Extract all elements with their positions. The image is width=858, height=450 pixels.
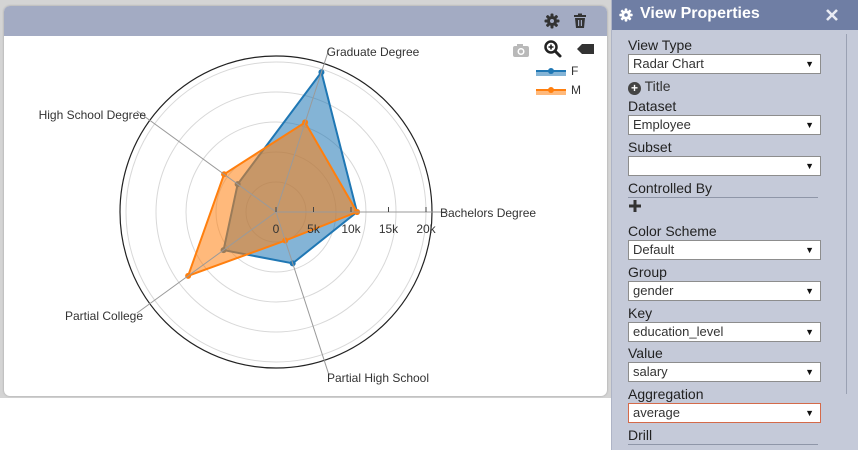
- legend-label: M: [571, 83, 581, 97]
- legend-label: F: [571, 64, 578, 78]
- aggregation-select[interactable]: average ▼: [628, 403, 821, 423]
- zoom-icon[interactable]: [543, 39, 563, 59]
- radial-tick-label-3: 10k: [341, 222, 361, 236]
- controlled-by-label: Controlled By: [628, 180, 818, 198]
- chevron-down-icon: ▼: [805, 286, 814, 296]
- axis-label-4: Partial College: [65, 309, 143, 323]
- properties-title: View Properties: [640, 5, 760, 22]
- axis-spoke-4: [136, 211, 277, 314]
- legend-item-m[interactable]: M: [536, 83, 581, 97]
- legend-marker: [548, 68, 554, 74]
- legend-marker: [548, 87, 554, 93]
- axis-label-5: Partial High School: [327, 371, 429, 385]
- radial-tick-label-2: 5k: [307, 222, 321, 236]
- group-value: gender: [633, 283, 674, 298]
- drill-label: Drill: [628, 427, 818, 445]
- aggregation-value: average: [633, 405, 680, 420]
- key-select[interactable]: education_level ▼: [628, 322, 821, 342]
- chevron-down-icon: ▼: [805, 367, 814, 377]
- title-item-label: Title: [644, 78, 671, 94]
- close-icon[interactable]: [825, 5, 839, 26]
- axis-label-1: Bachelors Degree: [440, 206, 536, 220]
- view-type-select[interactable]: Radar Chart ▼: [628, 54, 821, 74]
- chevron-down-icon: ▼: [805, 120, 814, 130]
- chart-panel: Bachelors Degree Graduate Degree High Scho…: [4, 6, 607, 396]
- camera-icon[interactable]: [511, 40, 531, 60]
- subset-label: Subset: [628, 139, 818, 157]
- chevron-down-icon: ▼: [805, 245, 814, 255]
- gear-icon[interactable]: [543, 12, 561, 30]
- axis-label-3: High School Degree: [39, 108, 147, 122]
- aggregation-label: Aggregation: [628, 386, 818, 404]
- value-value: salary: [633, 364, 668, 379]
- key-value: education_level: [633, 324, 724, 339]
- gear-icon: [618, 7, 634, 26]
- plus-icon: [629, 200, 641, 212]
- plus-circle-icon: +: [628, 82, 641, 95]
- dataset-label: Dataset: [628, 98, 818, 116]
- axis-label-2: Graduate Degree: [327, 45, 420, 59]
- tag-icon[interactable]: [575, 39, 595, 59]
- add-controller-button[interactable]: [628, 199, 642, 216]
- dataset-value: Employee: [633, 117, 691, 132]
- scrollbar-thumb[interactable]: [846, 34, 856, 394]
- properties-scrollbar[interactable]: [844, 30, 858, 450]
- properties-pane: View Properties View Type Radar Chart ▼ …: [611, 0, 858, 450]
- series-area-m: [186, 121, 359, 278]
- group-select[interactable]: gender ▼: [628, 281, 821, 301]
- dataset-select[interactable]: Employee ▼: [628, 115, 821, 135]
- color-scheme-value: Default: [633, 242, 675, 257]
- color-scheme-select[interactable]: Default ▼: [628, 240, 821, 260]
- add-title-button[interactable]: + Title: [628, 78, 671, 95]
- view-type-value: Radar Chart: [633, 56, 704, 71]
- value-select[interactable]: salary ▼: [628, 362, 821, 382]
- chevron-down-icon: ▼: [805, 59, 814, 69]
- chevron-down-icon: ▼: [805, 161, 814, 171]
- chevron-down-icon: ▼: [805, 327, 814, 337]
- legend-item-f[interactable]: F: [536, 64, 578, 78]
- axis-spoke-2: [275, 48, 330, 213]
- radial-tick-label-1: 0: [273, 222, 280, 236]
- properties-title-bar: View Properties: [612, 0, 858, 30]
- panel-header: [4, 6, 607, 36]
- radial-tick-label-5: 20k: [416, 222, 436, 236]
- view-type-label: View Type: [628, 37, 818, 55]
- radar-chart: Bachelors Degree Graduate Degree High Scho…: [39, 45, 581, 385]
- chevron-down-icon: ▼: [805, 408, 814, 418]
- subset-select[interactable]: ▼: [628, 156, 821, 176]
- trash-icon[interactable]: [571, 12, 589, 30]
- color-scheme-label: Color Scheme: [628, 223, 818, 241]
- key-label: Key: [628, 305, 818, 323]
- group-label: Group: [628, 264, 818, 282]
- axis-spoke-3: [136, 110, 277, 213]
- axis-spoke-5: [275, 211, 330, 376]
- value-label: Value: [628, 345, 818, 363]
- radial-tick-label-4: 15k: [379, 222, 399, 236]
